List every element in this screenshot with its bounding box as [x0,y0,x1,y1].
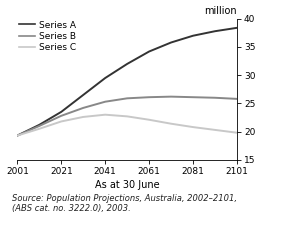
Series B [125,97,129,100]
Series A [169,41,173,44]
Series C [125,115,129,118]
Legend: Series A, Series B, Series C: Series A, Series B, Series C [19,21,76,52]
Series B [191,96,195,99]
Series A [125,63,129,65]
Series A [60,110,63,113]
Text: Source: Population Projections, Australia, 2002–2101,
(ABS cat. no. 3222.0), 200: Source: Population Projections, Australi… [12,194,237,213]
Series B [16,134,19,137]
Series C [81,116,85,118]
Series A [103,77,107,79]
Series C [191,126,195,129]
Series A [213,30,217,33]
Series B [169,95,173,98]
Series B [213,96,217,99]
Series A [81,94,85,96]
Series A [147,50,151,53]
Series B [235,98,239,100]
Series B [60,114,63,117]
Series C [60,120,63,123]
Series C [103,113,107,116]
X-axis label: As at 30 June: As at 30 June [95,180,160,190]
Series B [147,96,151,99]
Series C [235,131,239,134]
Series A [191,34,195,37]
Series C [169,122,173,125]
Series B [103,100,107,103]
Text: million: million [204,6,237,16]
Series A [235,26,239,29]
Series B [38,125,41,127]
Line: Series C: Series C [17,115,237,136]
Series A [16,134,19,137]
Series C [147,118,151,121]
Line: Series B: Series B [17,97,237,136]
Series A [38,123,41,126]
Line: Series A: Series A [17,28,237,136]
Series C [38,127,41,130]
Series C [16,134,19,137]
Series B [81,106,85,109]
Series C [213,129,217,131]
